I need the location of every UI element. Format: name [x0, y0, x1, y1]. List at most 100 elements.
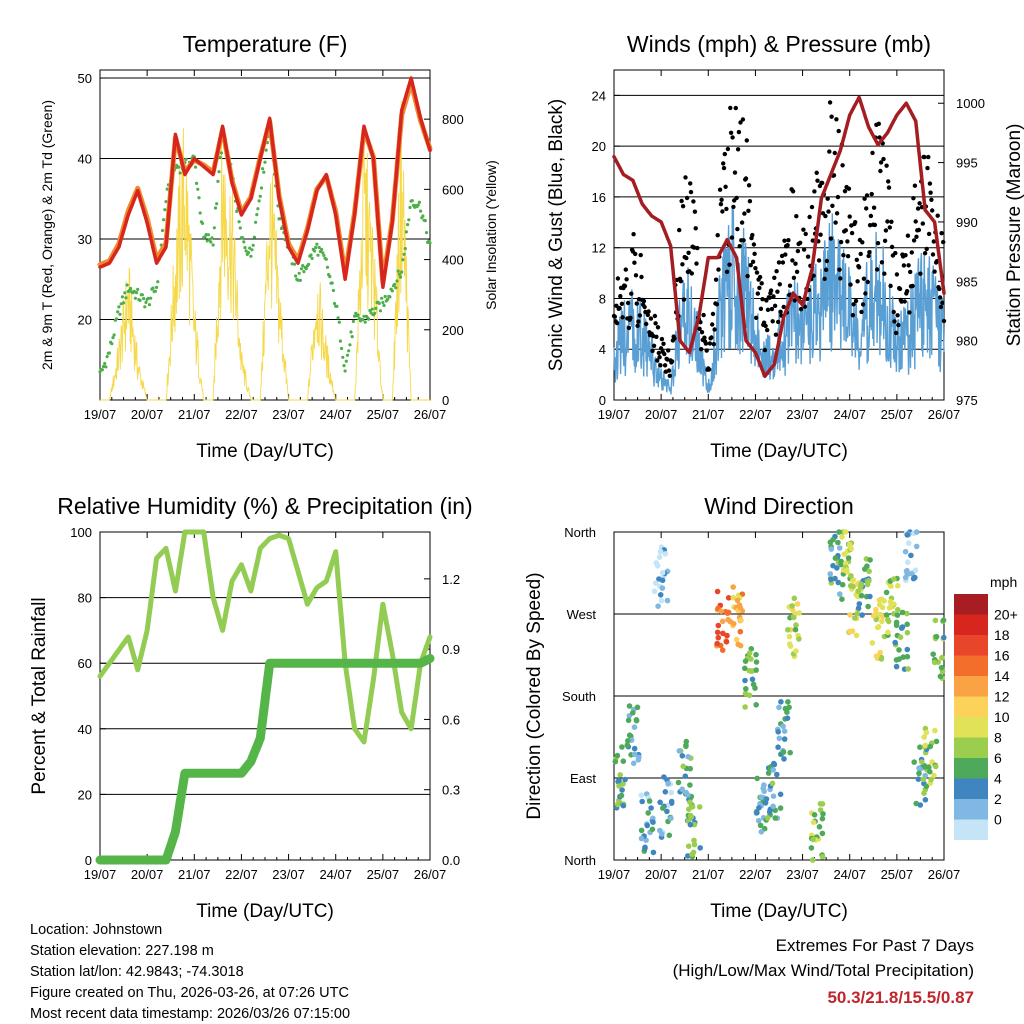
precipitation-line	[95, 654, 435, 865]
gust-point	[807, 214, 812, 220]
gust-point	[634, 301, 639, 306]
direction-point	[757, 822, 764, 829]
direction-point	[766, 809, 773, 815]
gust-point	[770, 319, 775, 324]
direction-point	[652, 580, 659, 586]
dewpoint-point	[363, 320, 367, 324]
direction-point	[743, 686, 749, 692]
direction-point	[909, 570, 915, 577]
gust-point	[881, 156, 886, 162]
gust-point	[758, 306, 764, 311]
direction-point	[820, 811, 826, 817]
direction-point	[668, 789, 675, 796]
gust-point	[786, 238, 791, 243]
direction-point	[742, 665, 748, 672]
dewpoint-point	[117, 305, 121, 309]
direction-point	[765, 770, 772, 776]
direction-point	[855, 605, 862, 611]
direction-point	[839, 596, 845, 602]
gust-point	[695, 245, 700, 251]
gust-point	[809, 204, 815, 210]
gust-point	[740, 117, 746, 122]
gust-point	[686, 250, 691, 255]
direction-point	[883, 589, 890, 596]
footer-elevation: Station elevation: 227.198 m	[30, 943, 214, 959]
gust-point	[772, 303, 778, 308]
dewpoint-point	[237, 220, 241, 224]
direction-point	[836, 545, 843, 551]
dewpoint-point	[298, 278, 302, 282]
gust-point	[759, 281, 764, 286]
humidity-ytick-label: 80	[78, 591, 92, 606]
speed-legend-swatch	[954, 594, 988, 615]
direction-point	[631, 751, 638, 758]
dewpoint-point	[403, 247, 407, 251]
dewpoint-point	[218, 155, 222, 159]
gust-point	[884, 163, 889, 168]
direction-point	[810, 819, 817, 826]
gust-point	[754, 315, 759, 320]
direction-point	[790, 614, 797, 621]
direction-point	[902, 548, 909, 555]
direction-point	[714, 588, 721, 595]
gust-point	[709, 335, 714, 340]
direction-point	[758, 829, 765, 835]
speed-legend-label: 6	[994, 750, 1002, 766]
direction-point	[776, 735, 783, 742]
direction-point	[624, 742, 631, 748]
direction-point	[906, 540, 912, 546]
humidity-xtick-label: 22/07	[225, 867, 258, 882]
direction-point	[858, 592, 865, 599]
gust-point	[845, 254, 851, 259]
dewpoint-point	[112, 333, 116, 337]
gust-point	[757, 274, 763, 280]
direction-point	[879, 618, 885, 625]
direction-point	[760, 785, 766, 792]
gust-point	[902, 299, 907, 304]
direction-point	[932, 763, 939, 770]
dewpoint-point	[116, 310, 120, 314]
direction-point	[791, 595, 798, 602]
gust-point	[879, 260, 885, 265]
dewpoint-point	[153, 289, 157, 293]
gust-point	[748, 263, 753, 268]
speed-legend-label: 2	[994, 791, 1002, 807]
winds-ytick-label: 4	[599, 342, 606, 357]
dewpoint-point	[324, 257, 328, 261]
direction-point	[835, 539, 841, 546]
direction-point	[746, 692, 753, 699]
direction-point	[659, 585, 666, 591]
gust-point	[776, 260, 782, 265]
direction-point	[796, 636, 802, 642]
direction-point	[685, 753, 691, 760]
gust-point	[889, 219, 894, 224]
dewpoint-point	[317, 245, 321, 250]
gust-point	[731, 204, 736, 210]
direction-point	[752, 685, 758, 691]
gust-point	[657, 355, 662, 360]
dewpoint-point	[118, 312, 122, 316]
gust-point	[895, 313, 900, 318]
gust-point	[689, 271, 694, 276]
direction-point	[785, 627, 791, 633]
dewpoint-point	[197, 196, 201, 200]
gust-point	[935, 213, 940, 218]
dewpoint-point	[200, 221, 205, 225]
gust-point	[868, 213, 874, 219]
direction-point	[638, 827, 645, 834]
direction-point	[622, 776, 628, 783]
dewpoint-point	[378, 309, 383, 313]
humidity-ylabel: Percent & Total Rainfall	[29, 597, 50, 794]
gust-point	[724, 206, 729, 212]
direction-xtick-label: 25/07	[881, 867, 914, 882]
dewpoint-point	[367, 317, 371, 321]
gust-point	[941, 318, 947, 324]
direction-point	[657, 799, 663, 806]
gust-point	[667, 373, 672, 378]
direction-point	[715, 634, 722, 641]
dewpoint-point	[100, 368, 104, 372]
gust-point	[710, 322, 715, 327]
direction-point	[718, 608, 725, 615]
temperature-title: Temperature (F)	[183, 31, 348, 57]
dewpoint-point	[407, 218, 411, 222]
